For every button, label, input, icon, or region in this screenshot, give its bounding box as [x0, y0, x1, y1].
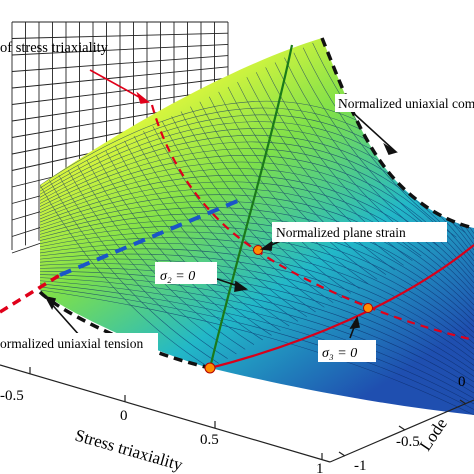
mesh-line-u: [152, 126, 316, 313]
mesh-line-v: [40, 148, 474, 267]
mesh-line-v: [40, 237, 474, 344]
y-tick: [459, 399, 467, 405]
mesh-line-v: [40, 280, 474, 399]
mesh-line-v: [40, 271, 474, 383]
mesh-line-v: [40, 174, 474, 289]
y-tick: [338, 451, 346, 457]
x-axis-line: [0, 364, 331, 463]
mesh-line-v: [40, 258, 474, 366]
label-triaxiality: of stress triaxiality: [0, 40, 109, 56]
x-tick-label-3: 1: [316, 461, 324, 474]
wall-grid-horizontal: [11, 55, 229, 72]
y-axis-label: Lode: [416, 415, 451, 455]
wall-grid-horizontal: [11, 32, 229, 39]
mesh-line-u: [208, 96, 369, 285]
mesh-line-v: [40, 231, 474, 339]
mesh-line-v: [40, 200, 474, 311]
annotation-labels: of stress triaxiality Normalized uniaxia…: [0, 40, 474, 362]
marker-plane-strain: [253, 245, 263, 255]
mesh-line-v: [40, 263, 474, 372]
label-sigma2: σ₂ = 0: [160, 269, 195, 284]
mesh-line-v: [40, 141, 474, 262]
mesh-line-v: [40, 243, 474, 350]
wall-grid-horizontal: [11, 43, 229, 56]
mesh-line-v: [40, 286, 474, 410]
mesh-line-u: [227, 86, 387, 275]
mesh-line-v: [40, 283, 474, 405]
y-tick-label-0: -1: [354, 458, 367, 474]
marker-uniaxial-tension: [204, 362, 216, 374]
surface-fill: [40, 38, 474, 415]
y-axis-line: [329, 399, 474, 463]
label-sigma3: σ₃ = 0: [322, 346, 357, 361]
arrow-uniaxial-comp: [349, 109, 397, 153]
mesh-line-v: [40, 267, 474, 377]
mesh-line-v: [40, 188, 474, 300]
mesh-line-v: [40, 289, 474, 415]
y-tick-label-2: 0: [458, 374, 466, 390]
mesh-line-u: [161, 121, 325, 308]
mesh-line-v: [40, 181, 474, 295]
triaxiality-dashed-red-wall: [0, 273, 61, 314]
blue-dashed-wall: [59, 198, 241, 277]
wall-grid-horizontal: [11, 77, 229, 105]
mesh-line-v: [40, 194, 474, 306]
mesh-line-u: [302, 47, 457, 238]
y-tick-label-1: -0.5: [396, 434, 420, 450]
mesh-line-u: [67, 170, 237, 355]
stress-curves: [208, 44, 474, 370]
markers: [204, 245, 373, 374]
mesh-line-u: [199, 101, 360, 289]
label-plane-strain: Normalized plane strain: [276, 225, 406, 240]
x-tick-label-2: 0.5: [200, 432, 219, 448]
x-axis-label: Stress triaxiality: [73, 426, 185, 474]
label-uniaxial-tension: ormalized uniaxial tension: [0, 336, 143, 351]
x-tick-label-1: 0: [120, 408, 128, 424]
uniaxial-tension-edge: [38, 290, 211, 370]
mesh-line-u: [58, 175, 228, 359]
mesh-line-u: [237, 81, 395, 271]
label-uniaxial-comp: Normalized uniaxial com: [338, 96, 474, 111]
mesh-line-v: [40, 277, 474, 394]
marker-sigma3: [363, 303, 373, 313]
uniaxial-compression-edge: [320, 37, 474, 230]
y-tick-marks: [338, 399, 467, 457]
x-tick-label-0: -0.5: [0, 388, 24, 404]
mesh-line-u: [218, 91, 378, 280]
mesh-line-u: [40, 184, 211, 369]
sigma3-zero-curve: [209, 244, 474, 370]
mesh-line-u: [246, 77, 404, 266]
mesh-line-v: [40, 274, 474, 388]
x-tick-marks: [29, 367, 323, 460]
sigma2-zero-curve: [208, 44, 294, 369]
wall-grid-horizontal: [11, 66, 229, 89]
y-tick: [398, 425, 406, 431]
mesh-line-v: [40, 207, 474, 317]
mesh-line-v: [40, 248, 474, 355]
mesh-line-v: [40, 213, 474, 322]
